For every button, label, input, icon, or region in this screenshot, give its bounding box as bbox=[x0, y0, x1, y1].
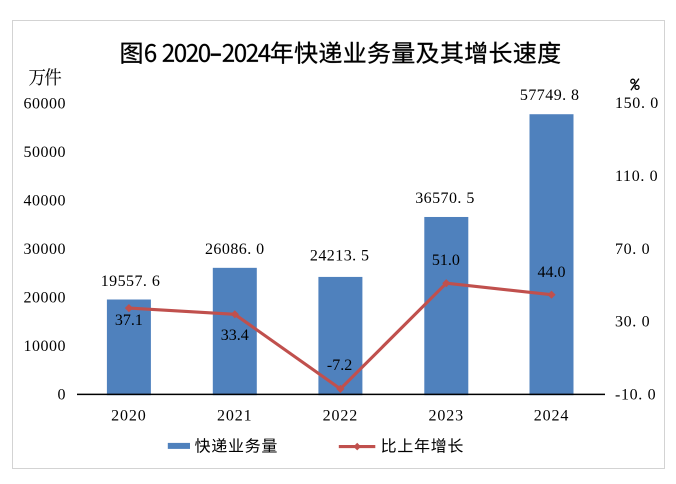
svg-text:2023: 2023 bbox=[428, 407, 464, 424]
svg-text:37.1: 37.1 bbox=[115, 312, 143, 329]
svg-text:2021: 2021 bbox=[217, 407, 253, 424]
svg-text:2024: 2024 bbox=[534, 407, 570, 424]
svg-text:30. 0: 30. 0 bbox=[615, 314, 650, 331]
svg-text:44.0: 44.0 bbox=[538, 264, 566, 281]
svg-text:20000: 20000 bbox=[24, 289, 67, 306]
svg-text:2020: 2020 bbox=[111, 407, 147, 424]
svg-text:24213. 5: 24213. 5 bbox=[310, 248, 370, 265]
svg-text:51.0: 51.0 bbox=[432, 252, 460, 269]
svg-text:2022: 2022 bbox=[323, 407, 359, 424]
svg-text:-10. 0: -10. 0 bbox=[615, 386, 656, 403]
svg-text:0: 0 bbox=[58, 386, 67, 403]
svg-text:50000: 50000 bbox=[24, 144, 67, 161]
svg-text:57749. 8: 57749. 8 bbox=[520, 87, 580, 104]
svg-text:30000: 30000 bbox=[24, 241, 67, 258]
svg-text:150. 0: 150. 0 bbox=[615, 95, 659, 112]
svg-text:33.4: 33.4 bbox=[221, 327, 249, 344]
svg-text:19557. 6: 19557. 6 bbox=[101, 273, 161, 290]
svg-text:40000: 40000 bbox=[24, 193, 67, 210]
svg-text:10000: 10000 bbox=[24, 338, 67, 355]
svg-text:-7.2: -7.2 bbox=[327, 357, 352, 374]
svg-text:60000: 60000 bbox=[24, 96, 67, 113]
svg-text:110. 0: 110. 0 bbox=[615, 168, 658, 185]
svg-text:70. 0: 70. 0 bbox=[615, 241, 650, 258]
svg-text:26086. 0: 26086. 0 bbox=[205, 241, 265, 258]
svg-text:36570. 5: 36570. 5 bbox=[415, 190, 475, 207]
